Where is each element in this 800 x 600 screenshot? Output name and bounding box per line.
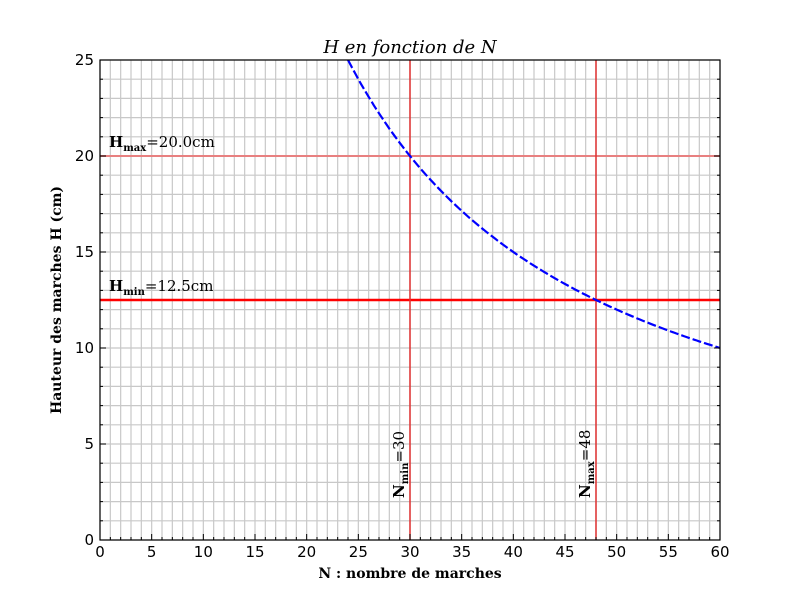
x-tick-label: 45: [555, 543, 574, 561]
x-tick-label: 10: [194, 543, 213, 561]
chart-title: H en fonction de N: [322, 37, 498, 58]
series-line-h-vs-n: [347, 59, 721, 350]
x-tick-label: 20: [297, 543, 316, 561]
x-tick-label: 60: [710, 543, 729, 561]
hline-label-min: Hmin=12.5cm: [109, 277, 213, 298]
x-axis-label: N : nombre de marches: [318, 566, 501, 582]
y-tick-label: 0: [84, 531, 94, 549]
y-axis-label: Hauteur des marches H (cm): [49, 186, 65, 414]
ticks: 0 5 10 15 20 25 30 35 40 45 50 55 60 0 5 10 15 20 25: [75, 51, 730, 561]
x-tick-label: 40: [504, 543, 523, 561]
x-tick-label: 50: [607, 543, 626, 561]
vline-label-min: Nmin=30: [390, 431, 411, 498]
y-tick-label: 5: [84, 435, 94, 453]
y-tick-label: 15: [75, 243, 94, 261]
x-tick-label: 0: [95, 543, 105, 561]
x-tick-label: 55: [659, 543, 678, 561]
vline-label-max: Nmax=48: [576, 430, 597, 498]
y-tick-label: 10: [75, 339, 94, 357]
y-tick-label: 25: [75, 51, 94, 69]
x-tick-label: 25: [349, 543, 368, 561]
x-tick-label: 30: [400, 543, 419, 561]
hline-label-max: Hmax=20.0cm: [109, 133, 215, 154]
x-tick-label: 15: [245, 543, 264, 561]
x-tick-label: 5: [147, 543, 157, 561]
y-tick-label: 20: [75, 147, 94, 165]
x-tick-label: 35: [452, 543, 471, 561]
